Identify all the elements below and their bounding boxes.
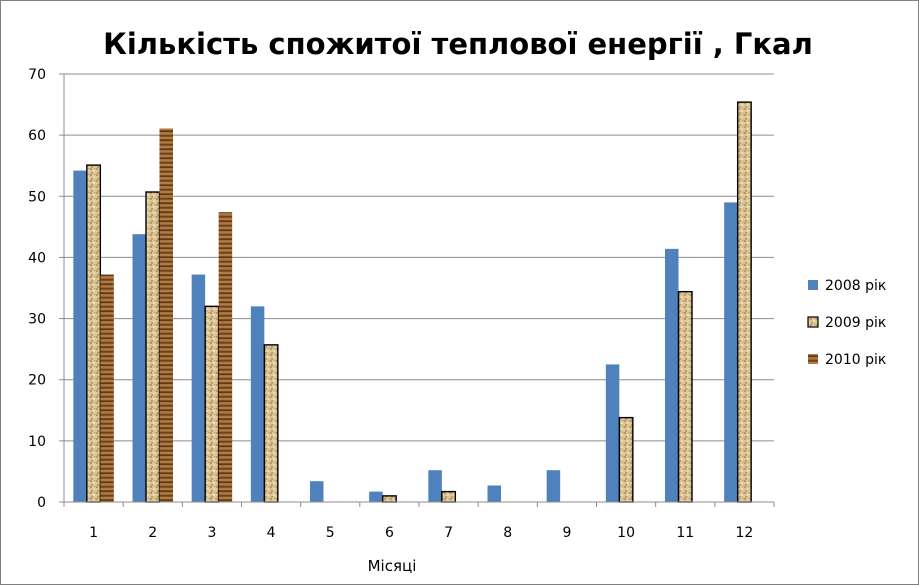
y-tick-label: 70	[28, 67, 46, 83]
bar-2008-рік	[546, 470, 561, 502]
y-tick-label: 40	[28, 250, 46, 266]
y-tick-label: 50	[28, 189, 46, 205]
chart-title: Кількість спожитої теплової енергії , Гк…	[103, 27, 813, 61]
x-tick-label: 3	[207, 525, 216, 541]
bar-2009-рік	[263, 344, 279, 503]
bar-2009-рік	[618, 416, 634, 503]
bar-2008-рік	[191, 274, 206, 502]
bar-2008-рік	[369, 491, 383, 502]
bar-2008-рік	[250, 306, 265, 502]
x-tick-label: 2	[148, 525, 157, 541]
x-tick-label: 6	[385, 525, 394, 541]
legend-label: 2008 рік	[825, 278, 886, 294]
bar-2008-рік	[73, 170, 87, 502]
bar-2008-рік	[605, 364, 620, 502]
bar-2008-рік	[310, 481, 324, 502]
bars	[73, 101, 752, 503]
y-tick-label: 20	[28, 373, 46, 389]
bar-2009-рік	[677, 290, 693, 503]
bar-2008-рік	[665, 248, 679, 502]
x-tick-label: 12	[736, 525, 754, 541]
x-axis-label: Місяці	[368, 557, 417, 575]
bar-2010-рік	[100, 274, 114, 502]
x-tick-label: 8	[503, 525, 512, 541]
x-tick-label: 5	[326, 525, 335, 541]
legend-swatch	[808, 354, 818, 364]
legend: 2008 рік 2009 рік 2010 рік	[807, 278, 886, 368]
bar-2008-рік	[428, 470, 442, 502]
bar-2008-рік	[487, 485, 501, 502]
bar-2009-рік	[441, 490, 457, 503]
gridlines	[64, 73, 774, 442]
bar-2009-рік	[145, 191, 161, 503]
bar-2008-рік	[724, 202, 738, 502]
y-tick-label: 30	[28, 312, 46, 328]
legend-swatch	[808, 280, 818, 290]
bar-2010-рік	[159, 128, 173, 502]
bar-2009-рік	[736, 101, 752, 503]
legend-label: 2009 рік	[825, 315, 886, 331]
x-tick-label: 11	[676, 525, 694, 541]
bar-2010-рік	[218, 212, 233, 502]
y-tick-label: 60	[28, 128, 46, 144]
legend-swatch	[807, 316, 819, 328]
x-tick-label: 1	[89, 525, 98, 541]
bar-2009-рік	[381, 495, 397, 503]
legend-label: 2010 рік	[825, 352, 886, 368]
x-tick-label: 4	[267, 525, 276, 541]
x-tick-label: 9	[562, 525, 571, 541]
bar-2008-рік	[132, 234, 146, 503]
y-tick-label: 10	[28, 434, 46, 450]
y-tick-label: 0	[37, 495, 46, 511]
bar-2009-рік	[204, 305, 220, 503]
x-tick-label: 7	[444, 525, 453, 541]
bar-2009-рік	[86, 164, 102, 503]
x-tick-label: 10	[617, 525, 635, 541]
